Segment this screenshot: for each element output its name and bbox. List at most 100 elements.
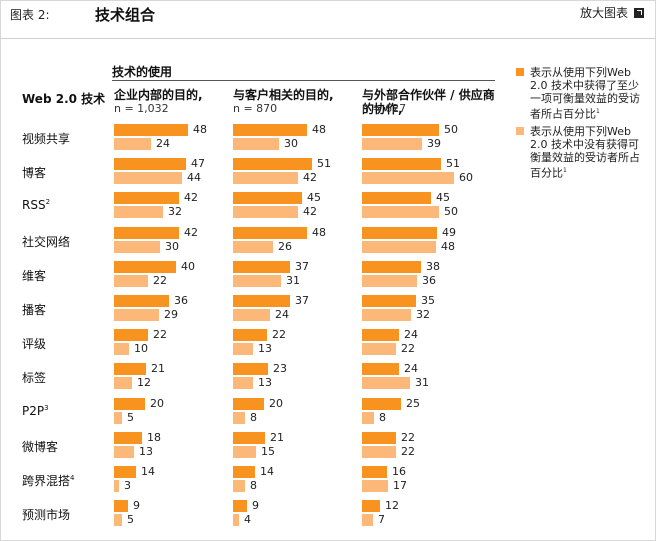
- bar-with-benefit: [233, 500, 247, 513]
- bar-with-benefit: [233, 158, 312, 171]
- data-label: 30: [284, 137, 298, 150]
- data-label: 42: [303, 171, 317, 185]
- data-label: 48: [441, 239, 455, 253]
- data-label: 48: [193, 123, 207, 136]
- data-label: 30: [165, 239, 179, 253]
- bar-without-benefit: [362, 274, 417, 287]
- data-label: 36: [174, 294, 188, 307]
- bar-with-benefit: [114, 260, 176, 273]
- footnote-marker: 4: [70, 474, 75, 482]
- bar-with-benefit: [114, 363, 146, 376]
- bar-with-benefit: [362, 363, 399, 376]
- section-title: 技术的使用: [112, 65, 173, 79]
- bar-without-benefit: [233, 206, 298, 219]
- bar-without-benefit: [233, 343, 253, 356]
- figure-label: 图表 2:: [10, 8, 50, 22]
- data-label: 24: [404, 362, 418, 376]
- data-label: 38: [426, 259, 440, 273]
- data-label: 32: [168, 205, 182, 219]
- data-label: 22: [401, 444, 415, 458]
- chart-title: 技术组合: [95, 6, 156, 24]
- data-label: 4: [244, 513, 251, 527]
- bar-with-benefit: [233, 363, 268, 376]
- data-label: 5: [127, 410, 134, 424]
- data-label: 24: [275, 308, 289, 321]
- bar-without-benefit: [233, 274, 281, 287]
- data-label: 25: [406, 396, 420, 410]
- bar-with-benefit: [233, 192, 302, 205]
- bar-with-benefit: [362, 124, 439, 136]
- bar-with-benefit: [362, 500, 380, 513]
- data-label: 13: [139, 444, 153, 458]
- data-label: 18: [147, 430, 161, 444]
- data-label: 22: [401, 430, 415, 444]
- data-label: 26: [278, 239, 292, 253]
- bar-with-benefit: [114, 124, 188, 136]
- category-label-text: P2P: [22, 403, 45, 418]
- data-label: 8: [250, 479, 257, 492]
- category-label: 播客: [22, 301, 46, 318]
- bar-with-benefit: [362, 226, 437, 239]
- data-label: 29: [164, 308, 178, 321]
- category-label: 微博客: [22, 438, 58, 455]
- data-label: 14: [141, 465, 155, 478]
- category-label: 社交网络: [22, 233, 70, 250]
- bar-without-benefit: [114, 411, 122, 424]
- enlarge-chart-label: 放大图表: [579, 6, 628, 20]
- bar-without-benefit: [233, 309, 270, 321]
- bar-with-benefit: [362, 158, 441, 171]
- bar-with-benefit: [233, 124, 307, 136]
- bar-without-benefit: [362, 309, 411, 321]
- data-label: 8: [250, 410, 257, 424]
- data-label: 51: [446, 157, 460, 171]
- category-label-text: RSS: [22, 198, 46, 213]
- category-label-text: 视频共享: [22, 132, 71, 146]
- footnote-marker: 1: [563, 167, 567, 174]
- data-label: 22: [153, 273, 167, 287]
- data-label: 5: [127, 513, 134, 527]
- panel-sample-size: n = 1,032: [114, 102, 169, 115]
- legend-item: 表示从使用下列Web 2.0 技术中没有获得可衡量效益的受访者所占百分比1: [516, 125, 646, 180]
- legend-swatch: [516, 127, 524, 135]
- data-label: 31: [415, 376, 429, 390]
- category-label-text: 社交网络: [22, 234, 71, 249]
- data-label: 35: [421, 294, 435, 307]
- data-label: 32: [416, 308, 430, 321]
- panel-sample-size: n = 627: [362, 102, 407, 115]
- bar-without-benefit: [233, 138, 279, 150]
- data-label: 22: [272, 328, 286, 342]
- data-label: 44: [187, 171, 201, 185]
- category-label-text: 博客: [22, 166, 47, 181]
- category-label: 博客: [22, 164, 46, 181]
- bar-with-benefit: [233, 397, 264, 410]
- bar-with-benefit: [362, 329, 399, 342]
- bar-without-benefit: [114, 309, 159, 321]
- bar-without-benefit: [362, 514, 373, 527]
- data-label: 50: [444, 205, 458, 219]
- bar-with-benefit: [114, 329, 148, 342]
- enlarge-chart-button[interactable]: 放大图表: [580, 4, 644, 21]
- bar-without-benefit: [233, 377, 253, 390]
- data-label: 37: [295, 259, 309, 273]
- section-divider: [112, 80, 495, 81]
- bar-without-benefit: [362, 377, 410, 390]
- bar-without-benefit: [362, 343, 396, 356]
- bar-with-benefit: [114, 158, 186, 171]
- panel-title: 企业内部的目的,: [114, 88, 203, 102]
- data-label: 15: [261, 444, 275, 458]
- bar-without-benefit: [233, 480, 245, 492]
- bar-without-benefit: [114, 377, 132, 390]
- data-label: 9: [252, 499, 259, 513]
- data-label: 7: [378, 513, 385, 527]
- category-label: 视频共享: [22, 130, 70, 147]
- bar-without-benefit: [233, 411, 245, 424]
- legend-item: 表示从使用下列Web 2.0 技术中获得了至少一项可衡量效益的受访者所占百分比1: [516, 66, 646, 121]
- footnote-marker: 1: [596, 108, 600, 115]
- bar-with-benefit: [362, 192, 431, 205]
- category-label-text: 评级: [22, 337, 47, 352]
- bar-with-benefit: [233, 295, 290, 307]
- bar-with-benefit: [114, 397, 145, 410]
- data-label: 13: [258, 376, 272, 390]
- category-label: RSS2: [22, 198, 50, 212]
- bar-with-benefit: [233, 466, 255, 478]
